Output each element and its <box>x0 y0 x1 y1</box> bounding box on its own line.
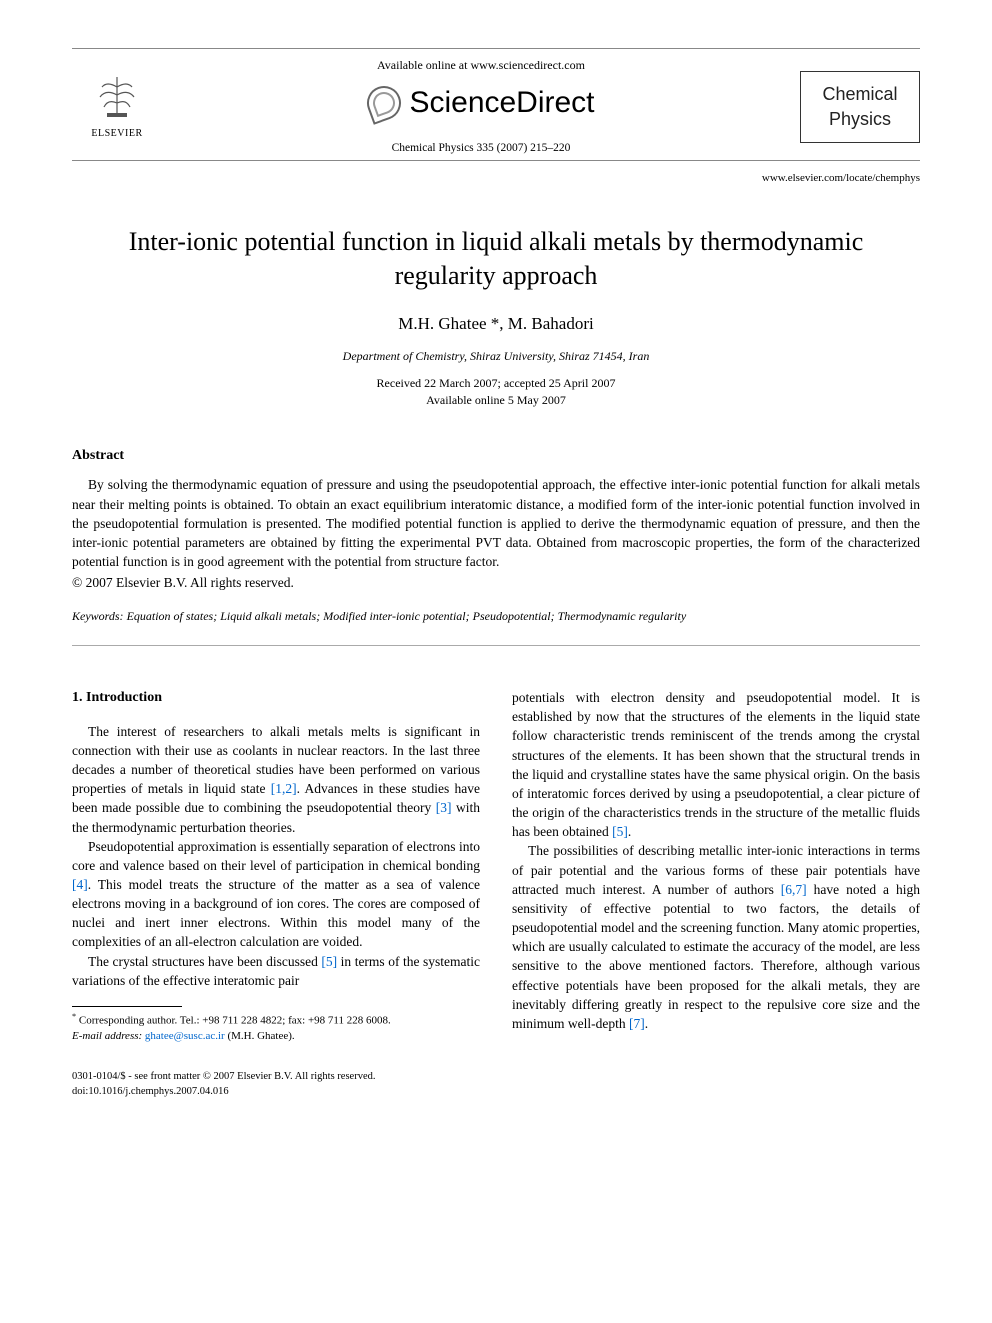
intro-para-4: The possibilities of describing metallic… <box>512 841 920 1033</box>
section-1-heading: 1. Introduction <box>72 688 480 708</box>
journal-name-line1: Chemical <box>811 82 909 107</box>
abstract-text: By solving the thermodynamic equation of… <box>72 475 920 571</box>
elsevier-logo: ELSEVIER <box>72 73 162 141</box>
intro-para-3a: The crystal structures have been discuss… <box>72 952 480 990</box>
body-columns: 1. Introduction The interest of research… <box>72 688 920 1044</box>
abstract-heading: Abstract <box>72 446 920 466</box>
keywords-text: Equation of states; Liquid alkali metals… <box>124 609 687 623</box>
left-column: 1. Introduction The interest of research… <box>72 688 480 1044</box>
journal-name-line2: Physics <box>811 107 909 132</box>
header-center: Available online at www.sciencedirect.co… <box>162 57 800 156</box>
dates-received: Received 22 March 2007; accepted 25 Apri… <box>72 375 920 392</box>
ref-link-5b[interactable]: [5] <box>612 824 628 839</box>
article-title: Inter-ionic potential function in liquid… <box>102 225 890 293</box>
sciencedirect-text: ScienceDirect <box>409 82 594 124</box>
ref-link-4[interactable]: [4] <box>72 877 88 892</box>
keywords-line: Keywords: Equation of states; Liquid alk… <box>72 608 920 625</box>
sciencedirect-logo: ScienceDirect <box>367 82 594 124</box>
sciencedirect-swirl-icon <box>363 81 407 125</box>
ref-link-6-7[interactable]: [6,7] <box>781 882 807 897</box>
intro-para-3b: potentials with electron density and pse… <box>512 688 920 841</box>
affiliation: Department of Chemistry, Shiraz Universi… <box>72 348 920 365</box>
intro-para-1: The interest of researchers to alkali me… <box>72 722 480 837</box>
journal-title-box: Chemical Physics <box>800 71 920 143</box>
abstract-divider <box>72 645 920 646</box>
keywords-label: Keywords: <box>72 609 124 623</box>
abstract-body: By solving the thermodynamic equation of… <box>72 475 920 592</box>
intro-para-2: Pseudopotential approximation is essenti… <box>72 837 480 952</box>
abstract-copyright: © 2007 Elsevier B.V. All rights reserved… <box>72 573 920 592</box>
corr-line-2: E-mail address: ghatee@susc.ac.ir (M.H. … <box>72 1029 480 1044</box>
available-online-text: Available online at www.sciencedirect.co… <box>174 57 788 74</box>
article-dates: Received 22 March 2007; accepted 25 Apri… <box>72 375 920 410</box>
footer-block: 0301-0104/$ - see front matter © 2007 El… <box>72 1070 920 1098</box>
authors: M.H. Ghatee *, M. Bahadori <box>72 312 920 336</box>
corresponding-rule <box>72 1006 182 1007</box>
elsevier-label: ELSEVIER <box>91 127 142 141</box>
journal-header: ELSEVIER Available online at www.science… <box>72 48 920 161</box>
ref-link-7[interactable]: [7] <box>629 1016 645 1031</box>
corr-line-1: * Corresponding author. Tel.: +98 711 22… <box>72 1011 480 1029</box>
ref-link-5a[interactable]: [5] <box>321 954 337 969</box>
dates-online: Available online 5 May 2007 <box>72 392 920 409</box>
elsevier-tree-icon <box>92 73 142 125</box>
citation-line: Chemical Physics 335 (2007) 215–220 <box>174 140 788 156</box>
ref-link-1-2[interactable]: [1,2] <box>271 781 297 796</box>
corr-email-link[interactable]: ghatee@susc.ac.ir <box>145 1030 225 1042</box>
footer-front-matter: 0301-0104/$ - see front matter © 2007 El… <box>72 1070 920 1084</box>
right-column: potentials with electron density and pse… <box>512 688 920 1044</box>
locate-url: www.elsevier.com/locate/chemphys <box>72 171 920 186</box>
corresponding-author-note: * Corresponding author. Tel.: +98 711 22… <box>72 1011 480 1044</box>
footer-doi: doi:10.1016/j.chemphys.2007.04.016 <box>72 1085 920 1099</box>
ref-link-3[interactable]: [3] <box>436 800 452 815</box>
